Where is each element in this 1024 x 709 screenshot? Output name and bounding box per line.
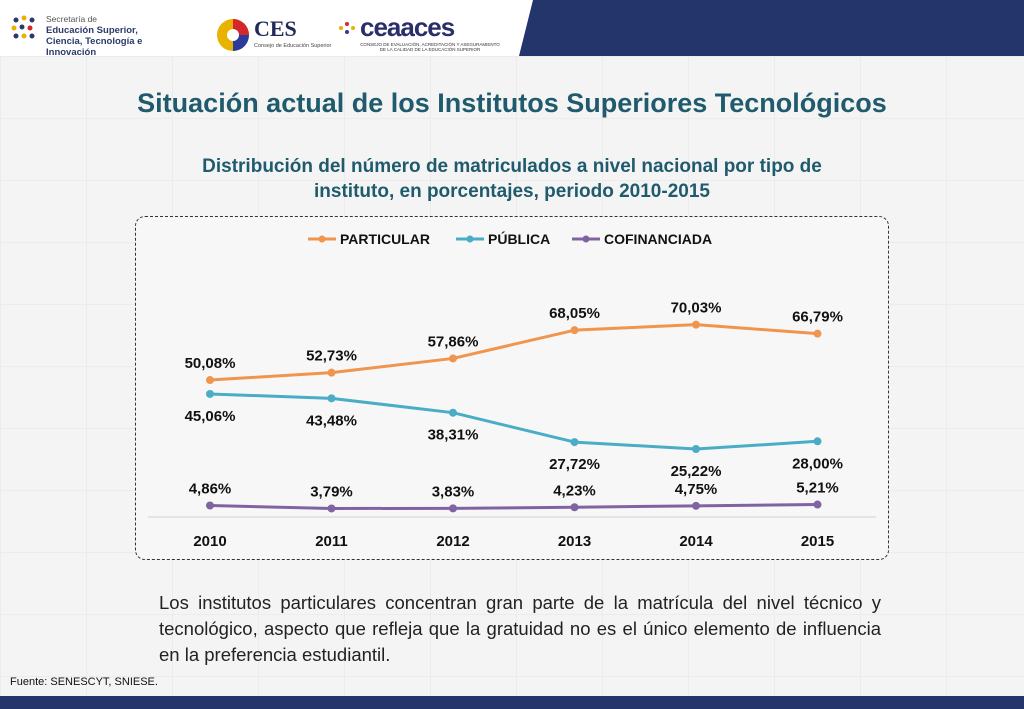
data-label: 70,03% [671, 300, 722, 317]
data-point [813, 500, 822, 509]
ces-wordmark: CES [254, 16, 297, 41]
legend-label: PÚBLICA [488, 230, 550, 247]
line-chart: 2010 2011 2012 2013 2014 2015 PARTICULAR PÚBLIC… [148, 230, 876, 550]
data-point [206, 376, 214, 385]
ceaaces-logo: ceaaces CONSEJO DE EVALUACIÓN, ACREDITAC… [336, 12, 500, 56]
ces-logo: CES Consejo de Educación Superior [214, 16, 331, 54]
data-point [692, 501, 700, 510]
x-tick-label: 2015 [801, 533, 834, 550]
data-point [570, 326, 579, 335]
series-line [208, 323, 819, 382]
source-note: Fuente: SENESCYT, SNIESE. [10, 676, 158, 688]
ceaaces-subtitle: CONSEJO DE EVALUACIÓN, ACREDITACIÓN Y AS… [360, 42, 500, 52]
legend-label: COFINANCIADA [604, 231, 712, 247]
data-point [327, 394, 336, 403]
data-label: 43,48% [306, 412, 357, 429]
data-label: 28,00% [792, 455, 843, 472]
data-label: 4,75% [675, 481, 718, 498]
page-title: Situación actual de los Institutos Super… [137, 88, 887, 118]
data-point [813, 437, 822, 446]
x-tick-label: 2013 [558, 533, 591, 550]
data-label: 4,86% [189, 481, 232, 498]
data-point [692, 320, 700, 329]
conclusion-text: Los institutos particulares concentran g… [159, 592, 881, 665]
data-label: 3,83% [432, 483, 475, 500]
data-point [570, 503, 579, 512]
data-point [692, 445, 700, 454]
series-line [208, 392, 819, 451]
senescyt-wordmark: Secretaría de Educación Superior, Cienci… [46, 14, 180, 58]
x-tick-label: 2010 [193, 533, 226, 550]
chart-subtitle-line2: instituto, en porcentajes, periodo 2010-… [314, 181, 710, 202]
series-line [208, 503, 819, 510]
data-point [449, 408, 457, 417]
data-label: 27,72% [549, 456, 600, 473]
x-tick-label: 2014 [679, 533, 713, 550]
chart-subtitle-line1: Distribución del número de matriculados … [202, 156, 822, 177]
data-label: 25,22% [671, 463, 722, 480]
ces-subtitle: Consejo de Educación Superior [254, 43, 332, 49]
data-label: 38,31% [428, 427, 479, 444]
data-label: 68,05% [549, 305, 600, 322]
header-band [519, 0, 1024, 56]
legend-marker [318, 235, 326, 243]
data-label: 5,21% [796, 480, 839, 497]
ces-emblem-icon [217, 19, 249, 51]
legend-label: PARTICULAR [340, 231, 430, 247]
data-point [206, 389, 214, 398]
senescyt-line2: Educación Superior, [46, 25, 138, 36]
data-label: 57,86% [428, 333, 479, 350]
data-label: 50,08% [185, 355, 236, 372]
data-point [206, 501, 214, 510]
data-label: 45,06% [185, 408, 236, 425]
senescyt-emblem-icon [11, 15, 35, 39]
data-point [327, 368, 336, 377]
data-point [449, 354, 457, 363]
x-tick-label: 2011 [315, 533, 348, 550]
senescyt-line3: Ciencia, Tecnología e Innovación [46, 36, 143, 58]
data-point [327, 504, 336, 513]
ceaaces-wordmark: ceaaces [360, 12, 455, 42]
data-label: 3,79% [310, 483, 353, 500]
x-tick-label: 2012 [436, 533, 469, 550]
data-point [813, 329, 822, 338]
chart-frame: 2010 2011 2012 2013 2014 2015 PARTICULAR PÚBLIC… [135, 216, 889, 560]
senescyt-logo: Secretaría de Educación Superior, Cienci… [10, 14, 180, 58]
chart-subtitle: Distribución del número de matriculados … [160, 154, 864, 204]
data-label: 4,23% [553, 482, 596, 499]
legend-marker [582, 235, 590, 243]
header-bar: Secretaría de Educación Superior, Cienci… [0, 0, 1024, 58]
data-label: 52,73% [306, 348, 357, 365]
data-point [570, 438, 579, 447]
senescyt-line1: Secretaría de [46, 14, 98, 24]
data-point [449, 504, 457, 513]
legend-marker [466, 235, 474, 243]
ceaaces-emblem-icon [339, 22, 355, 34]
data-label: 66,79% [792, 309, 843, 326]
footer-band [0, 696, 1024, 709]
